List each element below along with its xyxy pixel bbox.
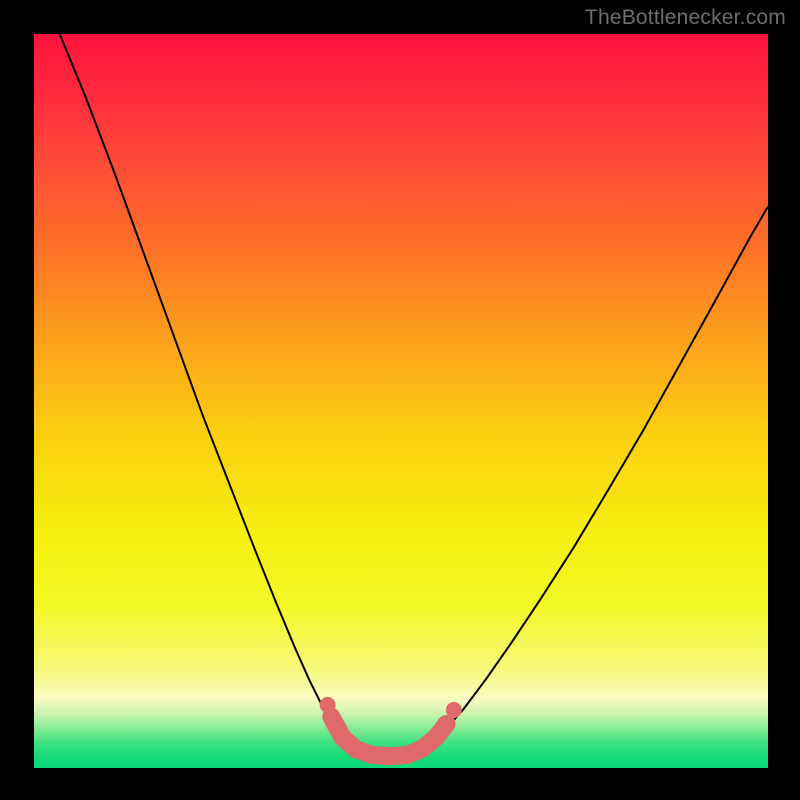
chart-stage: TheBottlenecker.com (0, 0, 800, 800)
plot-area (34, 34, 768, 768)
watermark-text: TheBottlenecker.com (585, 6, 786, 30)
